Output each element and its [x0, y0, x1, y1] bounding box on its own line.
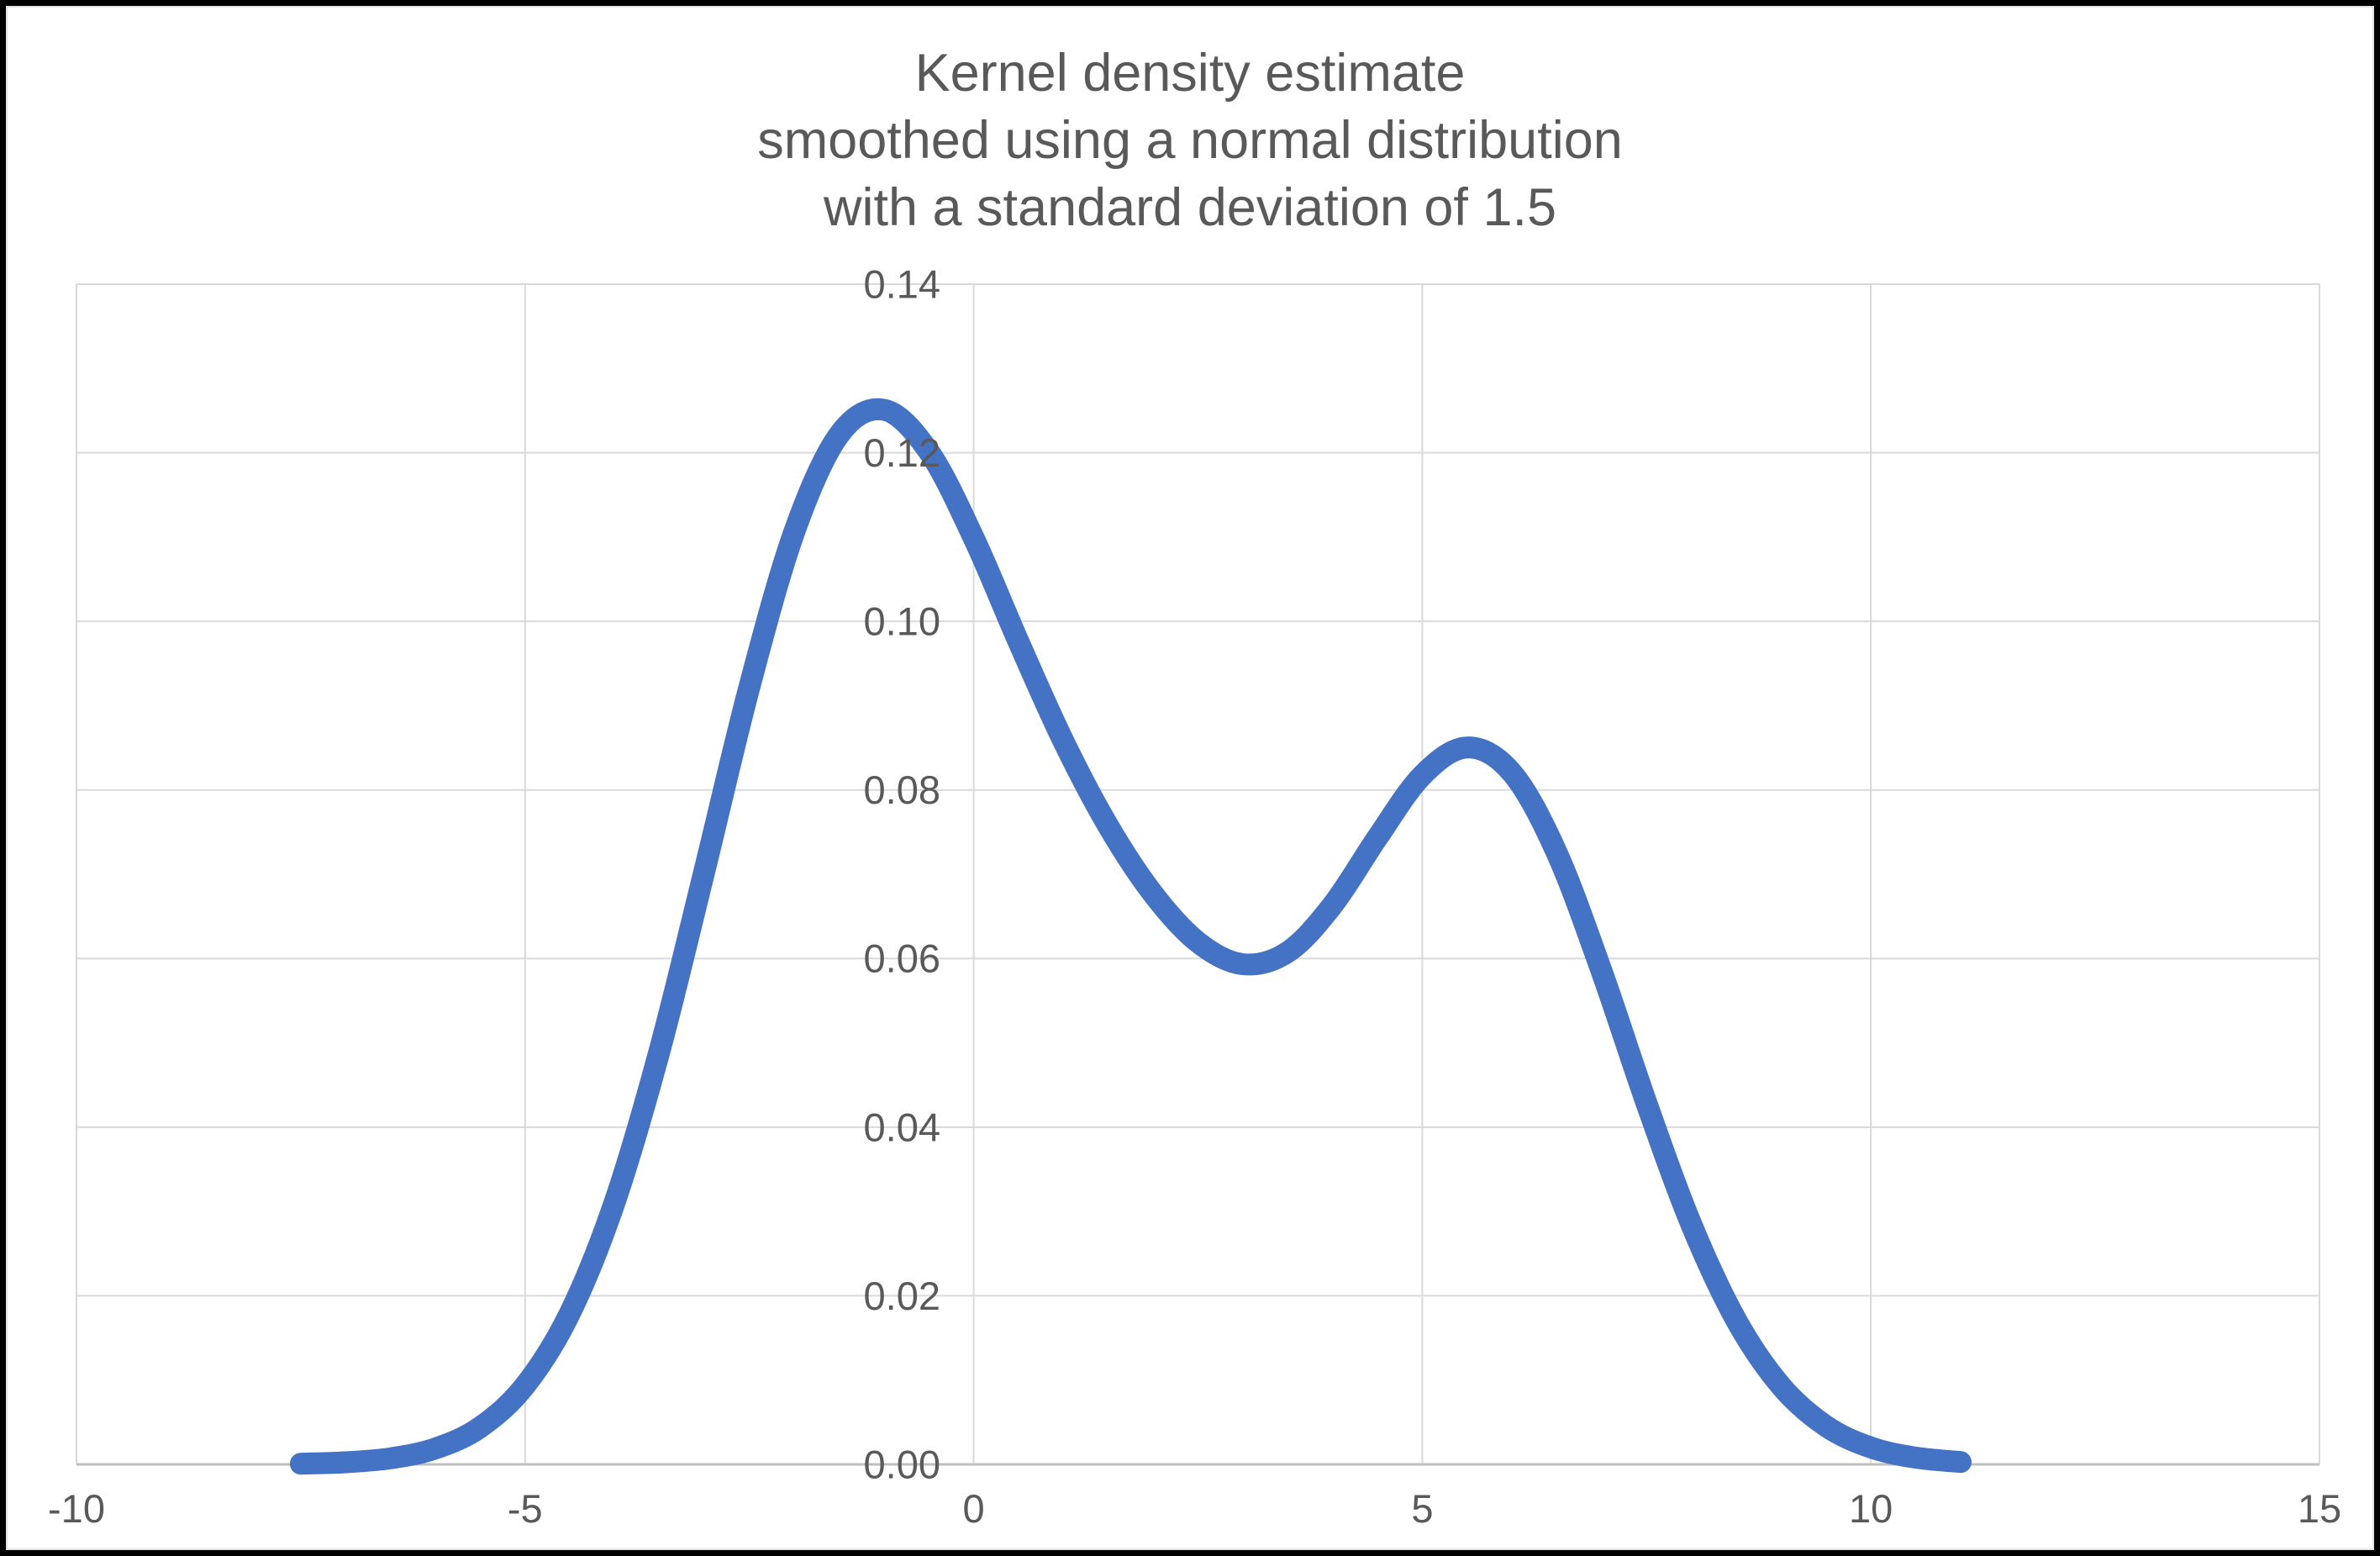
x-tick-label: 5: [1411, 1486, 1433, 1531]
y-tick-label: 0.04: [864, 1105, 940, 1149]
kde-curve-group: [289, 398, 1972, 1475]
y-tick-label: 0.12: [864, 430, 940, 475]
x-tick-label: 10: [1849, 1486, 1893, 1531]
y-axis-labels: 0.00 0.02 0.04 0.06 0.08 0.10 0.12 0.14: [864, 261, 940, 1486]
chart-title-line-1: Kernel density estimate: [914, 44, 1466, 103]
chart-title: Kernel density estimate smoothed using a…: [6, 40, 2374, 241]
y-tick-label: 0.14: [864, 261, 940, 306]
x-tick-label: 15: [2298, 1486, 2341, 1531]
gridlines-group: [76, 283, 2320, 1464]
y-tick-label: 0.02: [864, 1274, 940, 1318]
x-axis-labels: -10 -5 0 5 10 15: [48, 1486, 2341, 1531]
kde-curve-path: [289, 398, 1972, 1475]
y-tick-label: 0.06: [864, 936, 940, 981]
y-tick-label: 0.10: [864, 599, 940, 644]
y-tick-label: 0.08: [864, 767, 940, 812]
y-tick-label: 0.00: [864, 1442, 940, 1486]
chart-title-line-2: smoothed using a normal distribution: [757, 111, 1623, 170]
x-tick-label: -10: [48, 1486, 105, 1531]
chart-title-line-3: with a standard deviation of 1.5: [823, 178, 1557, 237]
x-tick-label: 0: [963, 1486, 985, 1531]
plot-svg: 0.00 0.02 0.04 0.06 0.08 0.10 0.12 0.14 -10 -5 0 5…: [48, 261, 2341, 1531]
x-tick-label: -5: [508, 1486, 543, 1531]
